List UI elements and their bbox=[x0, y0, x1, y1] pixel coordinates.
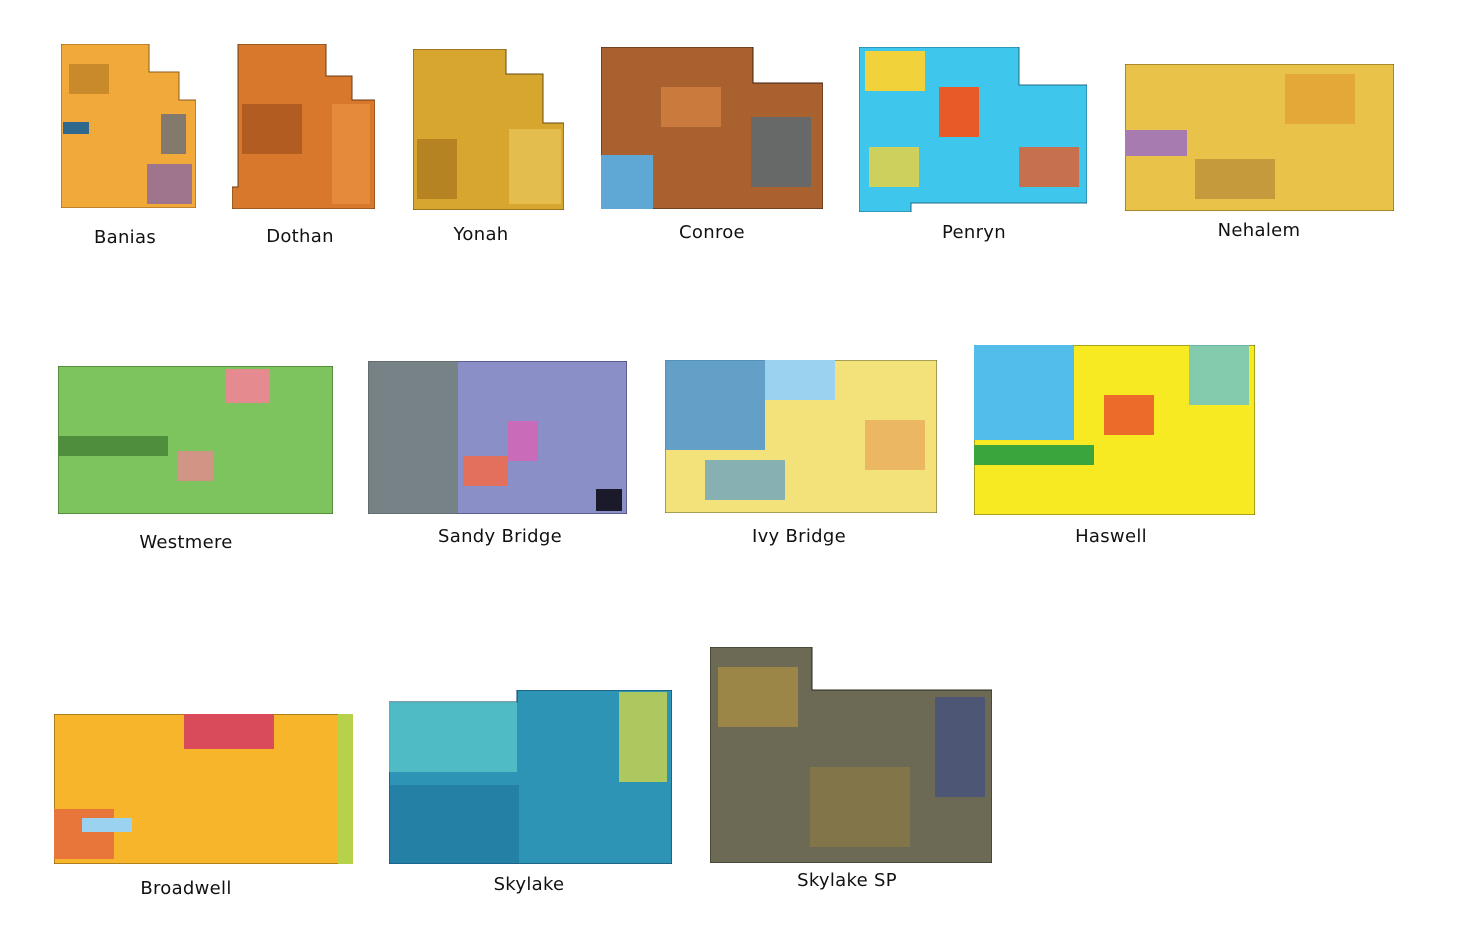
chip-label-conroe: Conroe bbox=[679, 222, 745, 243]
chip-label-skylake: Skylake bbox=[493, 874, 565, 895]
die-yonah bbox=[413, 49, 564, 210]
die-westmere bbox=[58, 366, 333, 514]
chip-label-haswell: Haswell bbox=[1075, 526, 1147, 547]
die-penryn bbox=[859, 47, 1087, 212]
chip-label-dothan: Dothan bbox=[266, 226, 334, 247]
die-nehalem bbox=[1125, 64, 1394, 211]
die-skylake-sp bbox=[710, 647, 992, 863]
die-broadwell bbox=[54, 714, 353, 864]
die-dothan bbox=[232, 44, 375, 209]
chip-label-nehalem: Nehalem bbox=[1217, 220, 1301, 241]
chip-label-sandy-bridge: Sandy Bridge bbox=[438, 526, 562, 547]
chip-label-ivy-bridge: Ivy Bridge bbox=[751, 526, 847, 547]
die-sandy-bridge bbox=[368, 361, 627, 514]
die-ivy-bridge bbox=[665, 360, 937, 513]
die-skylake bbox=[389, 690, 672, 864]
die-conroe bbox=[601, 47, 823, 209]
chip-label-banias: Banias bbox=[94, 227, 156, 248]
chip-label-skylake-sp: Skylake SP bbox=[797, 870, 897, 891]
chip-label-broadwell: Broadwell bbox=[140, 878, 232, 899]
chip-label-penryn: Penryn bbox=[942, 222, 1006, 243]
chip-label-yonah: Yonah bbox=[453, 224, 509, 245]
chip-label-westmere: Westmere bbox=[139, 532, 233, 553]
die-banias bbox=[61, 44, 196, 208]
die-haswell bbox=[974, 345, 1255, 515]
